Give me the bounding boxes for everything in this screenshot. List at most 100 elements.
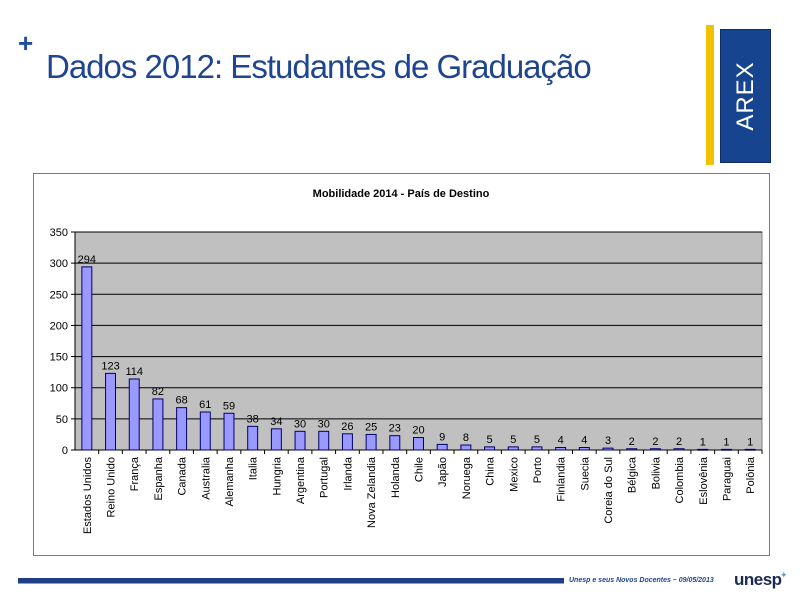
category-label: Portugal [319,457,331,498]
category-label: Espanha [153,456,165,500]
bar [105,372,117,451]
plot-area [74,231,763,451]
bar [507,446,519,451]
data-label: 5 [487,434,493,446]
category-label: Paraguai [721,457,733,501]
bar [578,447,590,451]
category-label: Estados Unidos [82,457,94,535]
data-label: 2 [676,436,682,448]
bar-chart: Mobilidade 2014 - País de Destino 0 50 100… [50,188,763,535]
category-label: Canada [177,456,189,495]
data-label: 4 [558,435,564,447]
data-label: 2 [629,436,635,448]
category-label: Porto [532,457,544,483]
data-label: 2 [652,436,658,448]
slide-title: Dados 2012: Estudantes de Graduação [46,48,592,85]
data-label: 59 [223,400,235,412]
bar [673,448,685,451]
bar [270,428,282,451]
category-label: Australia [200,456,212,500]
data-label: 34 [270,416,282,428]
bar [484,446,496,451]
category-label: Noruega [461,456,473,499]
category-label: Alemanha [224,456,236,506]
data-label: 68 [175,395,187,407]
y-tick-label: 50 [56,414,68,426]
data-label: 1 [700,436,706,448]
data-label: 30 [318,418,330,430]
category-label: Argentina [295,456,307,504]
bar [720,448,732,451]
category-label: Colombia [674,456,686,503]
data-label: 25 [365,421,377,433]
data-label: 4 [581,435,587,447]
unesp-logo-icon: ✦ [780,571,788,581]
data-label: 8 [463,432,469,444]
bar [413,437,424,451]
footer-rule [18,578,564,583]
bar [81,266,93,451]
category-label: Mexico [508,457,520,492]
category-label: Bélgica [627,456,639,493]
bar [176,407,188,451]
category-label: Chile [414,457,426,482]
footer-caption: Unesp e seus Novos Docentes – 09/05/2013 [569,577,714,584]
category-label: Finlandia [556,456,568,502]
category-label: França [129,456,141,491]
bar [389,435,401,451]
bar [531,446,543,451]
data-label: 1 [747,436,753,448]
chart-container: Mobilidade 2014 - País de Destino 0 50 100… [33,173,770,556]
bar [341,433,353,451]
footer-rule-thin [18,583,564,584]
data-label: 82 [152,386,164,398]
arex-logo: AREX [720,29,771,163]
category-label: Bolivia [650,456,662,489]
y-tick-label: 350 [50,227,68,239]
data-label: 9 [439,431,445,443]
bar [223,412,235,451]
bar [602,447,614,451]
data-label: 294 [78,254,96,266]
arex-logo-text: AREX [731,61,759,131]
bar [744,448,756,451]
category-label: Italia [248,456,260,480]
unesp-logo: unesp [734,570,782,589]
data-label: 123 [101,360,119,372]
data-label: 1 [723,436,729,448]
y-tick-label: 100 [50,383,68,395]
bar [697,448,709,451]
chart-title: Mobilidade 2014 - País de Destino [313,188,490,200]
category-label: China [485,456,497,486]
data-label: 5 [510,434,516,446]
category-label: Nova Zelandia [366,456,378,528]
category-label: Hungria [271,456,283,495]
bar [436,443,448,451]
category-label: Coreia do Sul [603,457,615,524]
data-label: 30 [294,418,306,430]
bar [460,444,472,451]
y-tick-label: 150 [50,352,68,364]
y-tick-label: 0 [62,445,68,457]
y-tick-label: 200 [50,320,68,332]
category-label: Suecia [579,456,591,491]
plus-icon: + [18,28,34,58]
logo-accent-bar [706,25,714,165]
bar [294,430,306,451]
category-label: Eslovênia [698,456,710,505]
data-label: 20 [412,425,424,437]
data-label: 3 [605,435,611,447]
bar [247,425,259,451]
data-label: 26 [341,421,353,433]
data-label: 5 [534,434,540,446]
bar [128,378,140,451]
category-label: Polônia [745,456,757,494]
data-label: 114 [125,366,143,378]
bar [199,411,211,451]
y-tick-label: 300 [50,258,68,270]
bar [152,398,164,451]
bar [555,447,567,451]
category-label: Irlanda [342,456,354,491]
data-label: 61 [199,399,211,411]
data-label: 23 [389,423,401,435]
